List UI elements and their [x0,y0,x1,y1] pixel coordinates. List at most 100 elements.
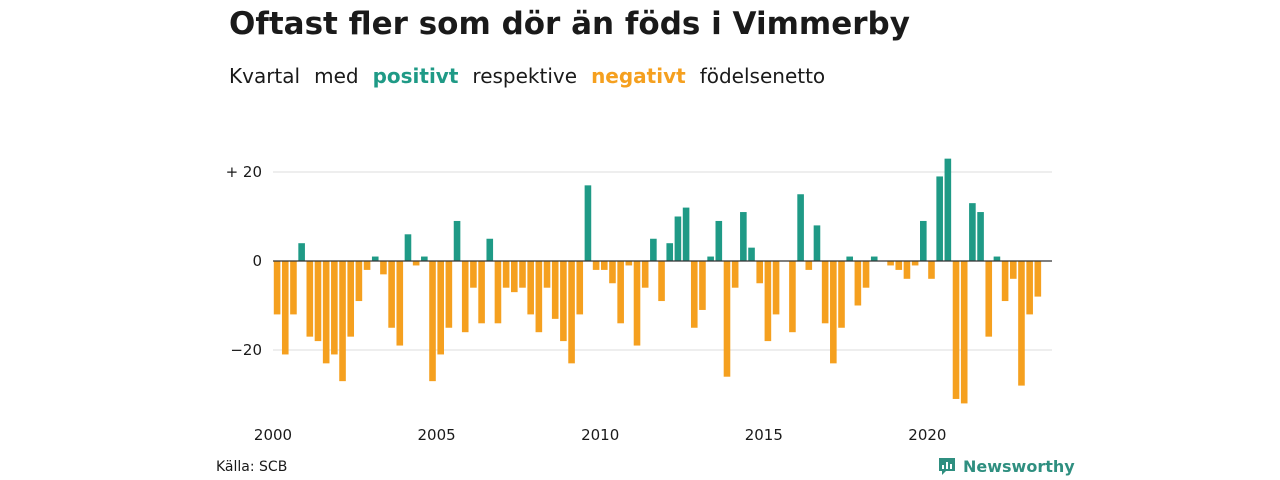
bar [445,261,453,328]
bar [715,220,723,261]
x-tick-label: 2010 [581,426,619,444]
newsworthy-logo-icon [939,458,955,475]
bar [502,261,510,288]
bar [731,261,739,288]
source-note: Källa: SCB [216,459,288,475]
bar [699,261,706,310]
bar [862,261,870,288]
bar [903,261,911,279]
bar [494,261,502,324]
bar [633,261,641,346]
bar [306,261,314,337]
chart-subtitle: Kvartal med positivt respektive negativt föde… [229,64,839,88]
brand-name: Newsworthy [963,456,1075,476]
bar [511,261,518,293]
bar [429,261,436,382]
bar [723,261,731,377]
bar [560,261,567,342]
bar [952,261,960,399]
bar [486,238,494,261]
bar [985,261,993,337]
bar [380,261,387,275]
bar [617,261,624,324]
bar [756,261,764,284]
bar [396,261,404,346]
y-tick-label: 0 [252,252,262,270]
bar [1001,261,1009,302]
chart-title: Oftast fler som dör än föds i Vimmerby [229,6,910,42]
bar [290,261,297,315]
subtitle-negative-label: negativt [591,64,686,88]
bar [870,256,878,261]
bar [813,225,821,261]
subtitle-word: med [314,64,359,88]
bar [830,261,837,364]
grid-lines [273,171,1052,351]
bar [461,261,469,333]
bar [748,247,755,261]
bar [764,261,772,342]
bar [797,194,804,261]
bar [838,261,845,328]
bar [854,261,862,306]
bar [339,261,346,382]
x-tick-label: 2000 [254,426,292,444]
bar [911,261,919,266]
bar [535,261,543,333]
bar [576,261,584,315]
bar [625,261,633,266]
bar [666,243,674,261]
subtitle-positive-label: positivt [372,64,459,88]
brand-logo: Newsworthy [937,456,1075,476]
bar [936,176,943,261]
bar [314,261,322,342]
bar [527,261,534,315]
bar [584,185,592,261]
bar [371,256,379,261]
y-tick-label: + 20 [226,163,262,181]
bar [470,261,477,288]
axes: + 20 0 −20 2000 2005 2010 2015 2020 [226,163,1052,444]
bar [478,261,485,324]
x-tick-label: 2015 [745,426,783,444]
bar [993,256,1001,261]
bar [347,261,355,337]
bar [404,234,412,261]
bar [1009,261,1017,279]
bar [682,207,690,261]
bar [592,261,600,270]
bar [895,261,903,270]
bar [388,261,395,328]
bar [281,261,289,355]
bar [821,261,829,324]
bar [650,238,657,261]
bar [298,243,305,261]
bar [609,261,616,284]
bar [453,220,461,261]
bar [658,261,665,302]
bar [1034,261,1042,297]
bar [355,261,363,302]
bar [772,261,780,315]
bar [519,261,526,288]
bars [273,158,1042,404]
bar [412,261,420,266]
bar [600,261,608,270]
bar [331,261,338,355]
bar [322,261,330,364]
bar [928,261,935,279]
bar [568,261,575,364]
bar [1026,261,1033,315]
bar [960,261,968,404]
y-tick-label: −20 [230,341,262,359]
x-tick-label: 2005 [418,426,456,444]
bar [437,261,444,355]
subtitle-word: Kvartal [229,64,301,88]
bar [969,203,976,261]
bar [551,261,559,319]
bar [944,158,952,261]
bar [920,220,927,261]
bar [977,212,984,261]
bar [421,256,428,261]
bar [543,261,551,288]
